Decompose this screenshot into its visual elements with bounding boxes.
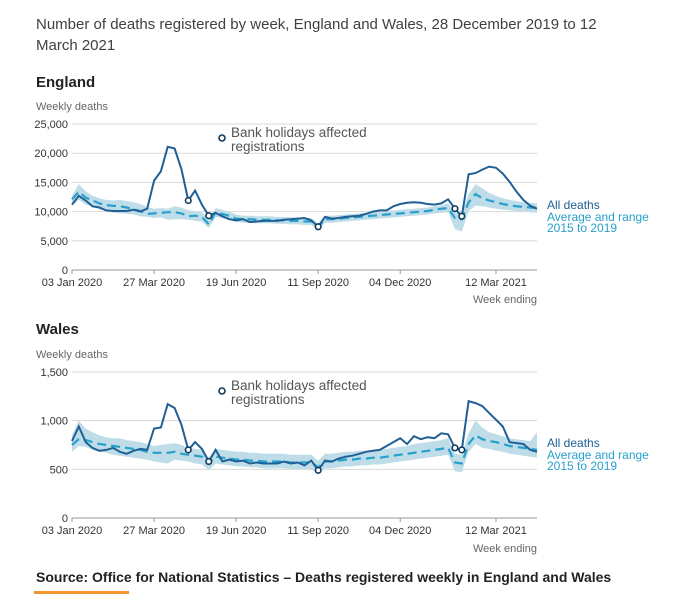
range-band-wales [72,420,537,474]
x-tick-label-wales: 04 Dec 2020 [369,525,431,537]
x-tick-label-wales: 19 Jun 2020 [206,525,267,537]
plot-area-wales: 0 500 1,000 1,500 03 Jan 2020 27 Mar 2020 19 J… [40,367,538,537]
bank-holiday-marker-wales [451,444,459,452]
source-note: Source: Office for National Statistics –… [36,569,612,585]
legend-average-england: Average and range [547,210,649,224]
y-tick-label-wales: 1,500 [40,367,68,379]
x-tick-label-england: 12 Mar 2021 [465,277,527,289]
y-tick-label-england: 25,000 [34,119,68,131]
panel-wales: Wales Weekly deaths 0 500 1,000 1,500 03 Jan… [36,321,649,555]
bank-holiday-marker-wales [314,466,322,474]
annotation-line2-england: registrations [231,139,305,154]
x-tick-label-england: 04 Dec 2020 [369,277,431,289]
annotation-marker-wales [218,387,226,395]
panel-title-england: England [36,74,95,91]
bank-holiday-marker-wales [458,446,466,454]
x-tick-label-england: 03 Jan 2020 [42,277,103,289]
x-tick-label-wales: 03 Jan 2020 [42,525,103,537]
bank-holiday-marker-england [184,196,192,205]
chart-title: Number of deaths registered by week, Eng… [36,16,597,54]
average-line-wales [71,433,538,469]
x-tick-label-england: 19 Jun 2020 [206,277,267,289]
legend-all-deaths-wales: All deaths [547,436,600,450]
y-axis-label-england: Weekly deaths [36,101,108,113]
bank-holiday-marker-england [205,212,213,220]
range-band-england [72,184,537,232]
bank-holiday-marker-england [314,223,322,231]
x-tick-label-wales: 27 Mar 2020 [123,525,185,537]
x-axis-label-england: Week ending [473,294,537,306]
legend-all-deaths-england: All deaths [547,198,600,212]
annotation-line1-england: Bank holidays affected [231,125,367,140]
x-axis-label-wales: Week ending [473,543,537,555]
x-tick-label-england: 11 Sep 2020 [287,277,349,289]
source-accent-bar [34,591,129,594]
bank-holiday-marker-wales [184,446,192,454]
bank-holiday-marker-england [451,205,459,213]
panel-title-wales: Wales [36,321,79,338]
legend-range-years-england: 2015 to 2019 [547,221,617,235]
annotation-marker-england [218,134,226,142]
y-tick-label-england: 15,000 [34,177,68,189]
bank-holiday-marker-wales [205,457,213,466]
y-tick-label-wales: 500 [50,464,68,476]
x-tick-label-wales: 12 Mar 2021 [465,525,527,537]
y-axis-label-wales: Weekly deaths [36,349,108,361]
legend-range-years-wales: 2015 to 2019 [547,459,617,473]
y-tick-label-wales: 1,000 [40,416,68,428]
legend-average-wales: Average and range [547,448,649,462]
annotation-line1-wales: Bank holidays affected [231,378,367,393]
x-tick-label-england: 27 Mar 2020 [123,277,185,289]
y-tick-label-england: 20,000 [34,148,68,160]
y-tick-label-england: 0 [62,265,68,277]
plot-area-england: 0 5,000 10,000 15,000 20,000 25,000 03 Jan 202… [34,119,538,289]
y-tick-label-wales: 0 [62,513,68,525]
y-tick-label-england: 5,000 [40,236,68,248]
average-line-england [71,190,538,229]
x-tick-label-wales: 11 Sep 2020 [287,525,349,537]
annotation-line2-wales: registrations [231,392,305,407]
bank-holiday-marker-england [458,212,466,220]
panel-england: England Weekly deaths 0 5,000 10,000 15,000… [34,74,649,306]
y-tick-label-england: 10,000 [34,207,68,219]
